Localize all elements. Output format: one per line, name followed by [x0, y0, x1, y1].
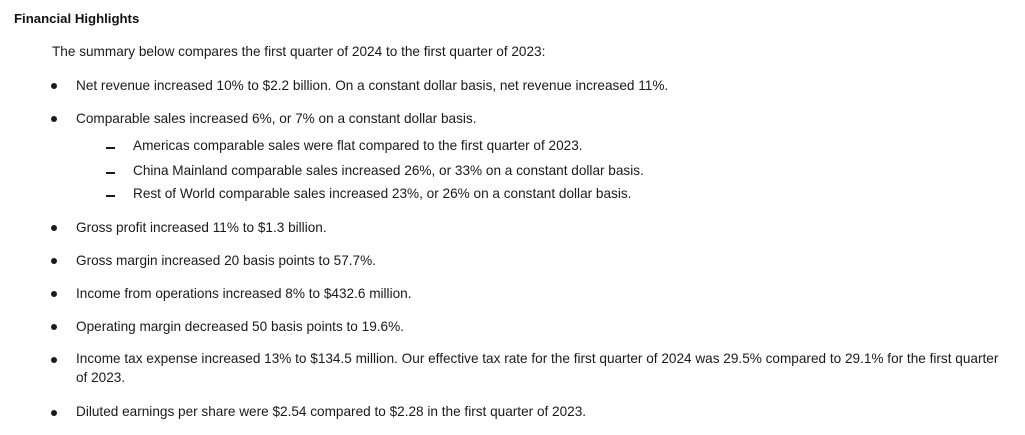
bullet-dot-icon: [51, 291, 57, 297]
bullet-text: Comparable sales increased 6%, or 7% on …: [76, 111, 477, 126]
section-heading: Financial Highlights: [14, 11, 140, 26]
bullet-text: Gross profit increased 11% to $1.3 billi…: [76, 220, 327, 235]
bullet-dot-icon: [51, 410, 57, 416]
bullet-text: Net revenue increased 10% to $2.2 billio…: [76, 78, 669, 93]
intro-paragraph: The summary below compares the first qua…: [52, 44, 546, 59]
dash-icon: [106, 172, 115, 174]
bullet-text: Operating margin decreased 50 basis poin…: [76, 319, 404, 334]
bullet-dot-icon: [51, 83, 57, 89]
bullet-text: Diluted earnings per share were $2.54 co…: [76, 404, 587, 419]
sub-bullet-text: China Mainland comparable sales increase…: [133, 163, 644, 178]
bullet-dot-icon: [51, 225, 57, 231]
dash-icon: [106, 195, 115, 197]
bullet-text: Gross margin increased 20 basis points t…: [76, 253, 376, 268]
sub-bullet-text: Americas comparable sales were flat comp…: [133, 138, 583, 153]
bullet-text: Income from operations increased 8% to $…: [76, 286, 412, 301]
bullet-dot-icon: [51, 324, 57, 330]
bullet-dot-icon: [51, 116, 57, 122]
bullet-dot-icon: [51, 357, 57, 363]
bullet-text: Income tax expense increased 13% to $134…: [76, 351, 999, 385]
sub-bullet-text: Rest of World comparable sales increased…: [133, 186, 632, 201]
bullet-dot-icon: [51, 258, 57, 264]
dash-icon: [106, 147, 115, 149]
